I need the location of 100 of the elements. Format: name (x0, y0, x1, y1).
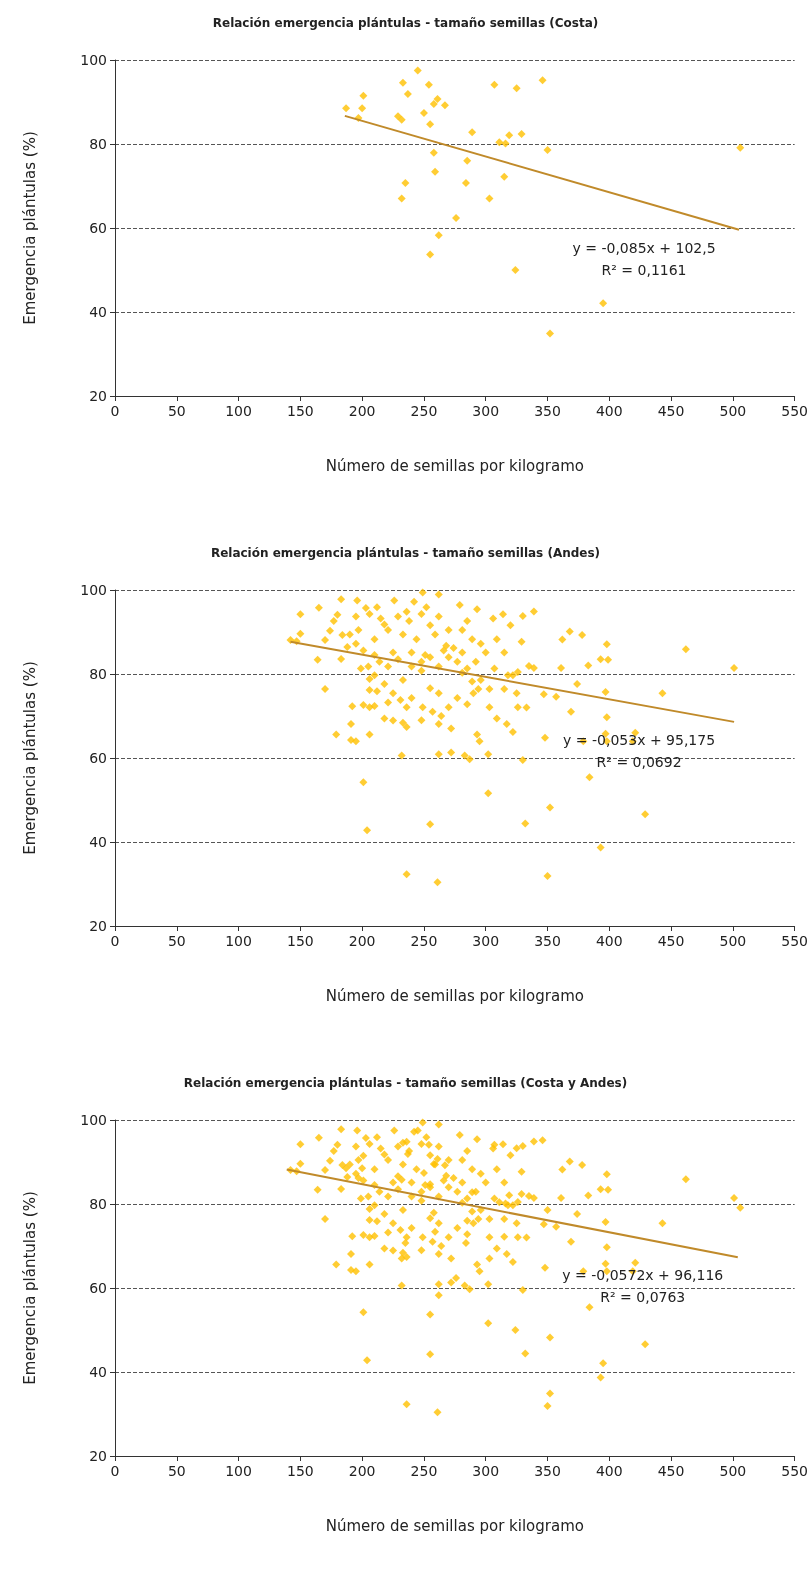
y-tick-label: 40 (89, 834, 107, 850)
x-tick-label: 300 (472, 1463, 500, 1479)
point (397, 194, 406, 203)
x-tick-label: 500 (719, 1463, 747, 1479)
x-tick-label: 50 (167, 403, 186, 419)
x-axis-title: Número de semillas por kilogramo (325, 1516, 584, 1535)
point (398, 78, 407, 87)
point (485, 194, 494, 203)
y-axis-title: Emergencia plántulas (%) (20, 131, 39, 325)
x-tick-label: 100 (225, 933, 252, 949)
x-tick-label: 450 (657, 1463, 685, 1479)
point (545, 329, 554, 338)
point (463, 156, 472, 165)
point (495, 138, 504, 147)
point (426, 250, 435, 259)
point (429, 148, 438, 157)
point (401, 179, 410, 188)
x-tick-label: 0 (110, 403, 120, 419)
x-tick-label: 550 (781, 403, 809, 419)
point (431, 167, 440, 176)
x-tick-label: 200 (348, 933, 376, 949)
annotation: y = -0,085x + 102,5 (572, 239, 716, 256)
y-tick-label: 80 (89, 666, 107, 682)
y-tick-label: 20 (89, 1448, 107, 1464)
x-tick-label: 300 (472, 403, 500, 419)
point (433, 95, 442, 104)
x-tick-label: 250 (410, 933, 438, 949)
x-tick-label: 50 (167, 1463, 186, 1479)
point (358, 104, 367, 113)
point (538, 76, 547, 85)
chart-title: Relación emergencia plántulas - tamaño semillas (Andes) (210, 546, 601, 560)
y-tick-label: 80 (89, 1196, 107, 1212)
chart-title: Relación emergencia plántulas - tamaño semillas (Costa y Andes) (183, 1076, 628, 1090)
point (543, 145, 552, 154)
y-tick-label: 60 (89, 750, 107, 766)
point (468, 128, 477, 137)
x-tick-label: 0 (110, 1463, 120, 1479)
point (461, 179, 470, 188)
y-tick-label: 20 (89, 388, 107, 404)
y-tick-label: 80 (89, 136, 107, 152)
x-tick-label: 500 (719, 933, 747, 949)
x-tick-label: 200 (348, 403, 376, 419)
point (511, 266, 520, 274)
x-axis-title: Número de semillas por kilogramo (325, 986, 584, 1005)
point (505, 131, 514, 140)
annotation: R² = 0,0692 (596, 753, 682, 770)
point (736, 143, 745, 152)
x-tick-label: 100 (225, 403, 252, 419)
y-tick-label: 40 (89, 1364, 107, 1380)
x-tick-label: 400 (595, 933, 623, 949)
y-axis-title: Emergencia plántulas (%) (20, 1191, 39, 1385)
point (490, 80, 499, 89)
x-tick-label: 250 (410, 403, 438, 419)
y-tick-label: 100 (80, 1112, 107, 1128)
x-tick-label: 150 (286, 933, 314, 949)
x-tick-label: 500 (719, 403, 747, 419)
point (426, 120, 435, 129)
annotation: R² = 0,0763 (600, 1289, 686, 1306)
x-tick-label: 400 (595, 1463, 623, 1479)
x-tick-label: 550 (781, 933, 809, 949)
chart-title: Relación emergencia plántulas - tamaño semillas (Costa) (212, 16, 599, 30)
x-tick-label: 350 (534, 403, 561, 419)
point (452, 213, 461, 222)
y-tick-label: 100 (80, 582, 107, 598)
point (424, 80, 433, 89)
x-tick-label: 200 (348, 1463, 376, 1479)
point (434, 231, 443, 240)
annotation: y = -0,0572x + 96,116 (562, 1267, 724, 1284)
x-tick-label: 450 (657, 403, 685, 419)
x-tick-label: 350 (534, 1463, 561, 1479)
y-tick-label: 100 (80, 52, 107, 68)
y-tick-label: 60 (89, 1280, 107, 1296)
point (500, 172, 509, 181)
point (403, 90, 412, 99)
point (397, 115, 406, 124)
x-tick-label: 450 (657, 933, 685, 949)
x-tick-label: 150 (286, 1463, 314, 1479)
x-tick-label: 250 (410, 1463, 438, 1479)
point (599, 299, 608, 308)
point (429, 100, 438, 109)
x-tick-label: 50 (167, 933, 186, 949)
point (440, 101, 449, 110)
x-tick-label: 0 (110, 933, 120, 949)
point (359, 91, 368, 100)
x-tick-label: 550 (781, 1463, 809, 1479)
y-tick-label: 20 (89, 918, 107, 934)
x-axis-title: Número de semillas por kilogramo (325, 456, 584, 475)
x-tick-label: 300 (472, 933, 500, 949)
point (501, 139, 510, 148)
x-tick-label: 400 (595, 403, 623, 419)
x-tick-label: 350 (534, 933, 561, 949)
point (517, 129, 526, 138)
point (419, 108, 428, 117)
annotation: R² = 0,1161 (601, 261, 687, 278)
y-tick-label: 40 (89, 304, 107, 320)
y-tick-label: 60 (89, 220, 107, 236)
x-tick-label: 150 (286, 403, 314, 419)
point (512, 84, 521, 93)
y-axis-title: Emergencia plántulas (%) (20, 661, 39, 855)
point (342, 104, 351, 113)
